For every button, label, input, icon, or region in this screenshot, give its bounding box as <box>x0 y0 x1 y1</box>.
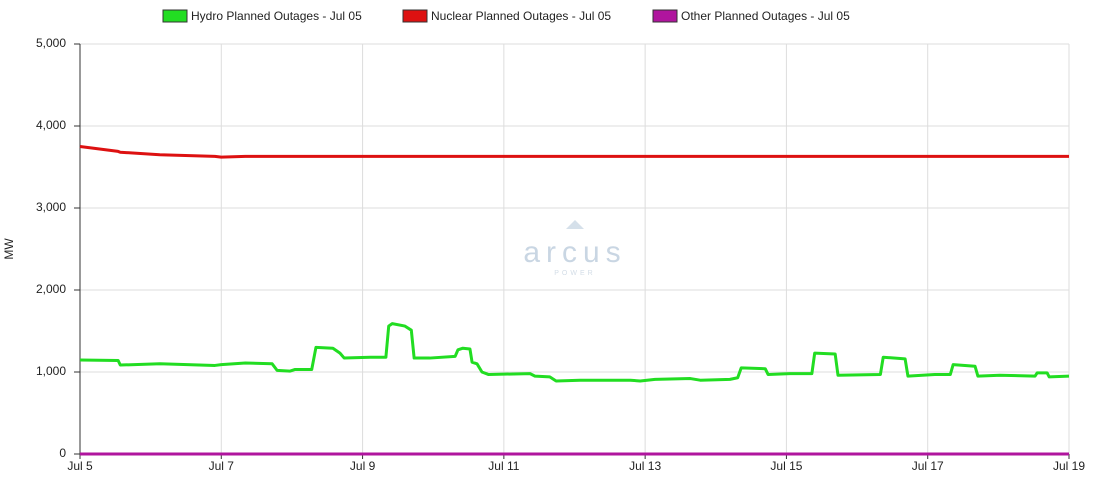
legend-swatch <box>162 9 188 23</box>
legend-swatch <box>652 9 678 23</box>
y-tick-label: 2,000 <box>36 282 66 296</box>
x-tick-label: Jul 7 <box>209 459 235 473</box>
x-tick-label: Jul 13 <box>629 459 661 473</box>
x-tick-label: Jul 19 <box>1053 459 1085 473</box>
x-tick-label: Jul 11 <box>488 459 519 473</box>
legend-label: Other Planned Outages - Jul 05 <box>681 9 850 23</box>
series-line <box>79 322 1070 383</box>
y-tick-label: 3,000 <box>36 200 66 214</box>
x-tick-label: Jul 9 <box>350 459 376 473</box>
watermark: arcus <box>523 236 626 269</box>
y-tick-label: 5,000 <box>36 36 66 50</box>
y-tick-label: 1,000 <box>36 364 66 378</box>
y-tick-label: 0 <box>59 446 66 460</box>
y-tick-label: 4,000 <box>36 118 66 132</box>
y-axis-label: MW <box>2 238 16 260</box>
legend-label: Hydro Planned Outages - Jul 05 <box>191 9 362 23</box>
series-line <box>79 145 1069 159</box>
legend-label: Nuclear Planned Outages - Jul 05 <box>431 9 611 23</box>
x-tick-label: Jul 17 <box>912 459 944 473</box>
x-tick-label: Jul 15 <box>770 459 802 473</box>
watermark-sub: POWER <box>554 270 595 277</box>
legend-swatch <box>402 9 428 23</box>
watermark-logo <box>566 220 584 229</box>
x-tick-label: Jul 5 <box>67 459 93 473</box>
